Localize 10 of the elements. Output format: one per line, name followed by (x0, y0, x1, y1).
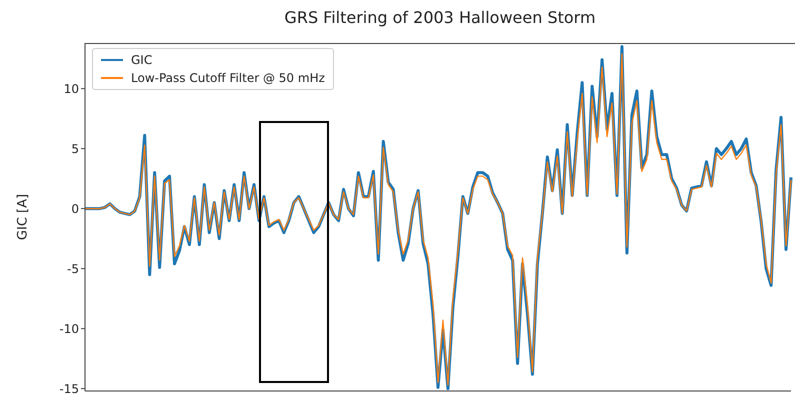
chart-title: GRS Filtering of 2003 Halloween Storm (283, 8, 597, 27)
y-tick-label: -10 (59, 322, 79, 336)
y-tick-label: -5 (67, 262, 79, 276)
y-tick-label: 0 (71, 202, 79, 216)
y-axis-title: GIC [A] (16, 194, 31, 240)
legend-label: Low-Pass Cutoff Filter @ 50 mHz (131, 70, 325, 87)
y-tick-label: 5 (71, 142, 79, 156)
y-tick-label: 10 (64, 82, 79, 96)
legend-label: GIC (131, 52, 152, 69)
y-tick-label: -15 (59, 382, 79, 396)
